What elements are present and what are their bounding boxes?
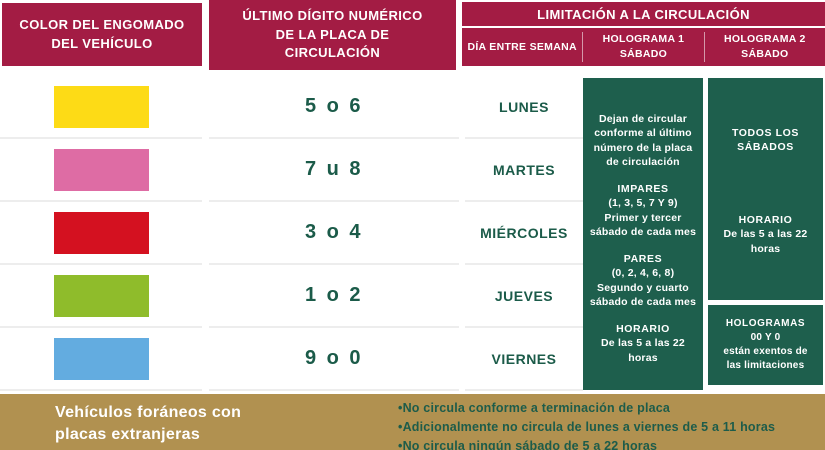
plate-digits: 5 o 6: [304, 95, 364, 117]
subheader-holograma-1: HOLOGRAMA 1 SÁBADO: [582, 32, 703, 62]
holograma-1-intro: Dejan de circular conforme al último núm…: [593, 113, 693, 169]
table-row: 1 o 2 JUEVES: [0, 265, 583, 328]
weekday-label: MARTES: [492, 161, 556, 178]
holograma-2-saturdays-panel: TODOS LOS SÁBADOS HORARIO De las 5 a las…: [708, 78, 823, 300]
impares-detail: Primer y tercer sábado de cada mes: [589, 211, 697, 239]
plate-digits: 7 u 8: [304, 158, 364, 180]
color-swatch: [53, 274, 149, 317]
foreign-vehicles-rules: •No circula conforme a terminación de pl…: [398, 399, 775, 450]
holograma-2-exempt-panel: HOLOGRAMAS 00 Y 0 están exentos de las l…: [708, 305, 823, 385]
horario-title: HORARIO: [616, 322, 670, 335]
foreign-vehicles-rule: •Adicionalmente no circula de lunes a vi…: [398, 419, 776, 434]
color-swatch: [53, 85, 149, 128]
weekday-label: LUNES: [499, 98, 549, 115]
color-swatch: [53, 337, 149, 380]
header-limitacion-circulacion: LIMITACIÓN A LA CIRCULACIÓN: [462, 2, 825, 26]
plate-digits: 1 o 2: [304, 284, 364, 306]
header-color-engomado: COLOR DEL ENGOMADO DEL VEHÍCULO: [2, 3, 202, 66]
exempt-detail: están exentos de las limitaciones: [723, 346, 808, 371]
foreign-vehicles-rule: •No circula conforme a terminación de pl…: [398, 401, 671, 415]
foreign-vehicles-rule: •No circula ningún sábado de 5 a 22 hora…: [398, 438, 658, 450]
table-row: 7 u 8 MARTES: [0, 139, 583, 202]
table-row: 9 o 0 VIERNES: [0, 328, 583, 391]
table-row: 5 o 6 LUNES: [0, 76, 583, 139]
foreign-vehicles-title: Vehículos foráneos con placas extranjera…: [55, 404, 242, 444]
exempt-values-label: 00 Y 0: [750, 332, 781, 344]
plate-digits: 9 o 0: [304, 347, 364, 369]
color-swatch: [53, 148, 149, 191]
subheader-dia-entre-semana: DÍA ENTRE SEMANA: [467, 40, 577, 53]
horario-detail: De las 5 a las 22 horas: [601, 337, 685, 364]
exempt-hologramas-label: HOLOGRAMAS: [725, 318, 806, 330]
color-swatch: [53, 211, 149, 254]
pares-title: PARES: [623, 252, 663, 265]
impares-digits: (1, 3, 5, 7 Y 9): [608, 197, 678, 210]
weekday-label: JUEVES: [494, 287, 554, 304]
subheader-row: DÍA ENTRE SEMANA HOLOGRAMA 1 SÁBADO HOLO…: [462, 28, 825, 66]
todos-los-sabados-label: TODOS LOS SÁBADOS: [731, 127, 800, 154]
pares-digits: (0, 2, 4, 6, 8): [611, 267, 675, 280]
plate-digits: 3 o 4: [304, 221, 364, 243]
pares-detail: Segundo y cuarto sábado de cada mes: [589, 281, 697, 309]
weekday-label: VIERNES: [491, 350, 557, 367]
subheader-holograma-2: HOLOGRAMA 2 SÁBADO: [703, 32, 825, 62]
impares-title: IMPARES: [617, 182, 669, 195]
weekday-label: MIÉRCOLES: [480, 224, 568, 241]
holograma-1-panel: Dejan de circular conforme al último núm…: [583, 78, 703, 390]
horario-title: HORARIO: [738, 213, 793, 226]
horario-detail: De las 5 a las 22 horas: [723, 228, 808, 255]
header-ultimo-digito: ÚLTIMO DÍGITO NUMÉRICO DE LA PLACA DE CI…: [209, 0, 456, 70]
table-row: 3 o 4 MIÉRCOLES: [0, 202, 583, 265]
foreign-vehicles-bar: Vehículos foráneos con placas extranjera…: [0, 394, 825, 450]
restriction-rows: 5 o 6 LUNES 7 u 8 MARTES 3 o 4 MIÉRCOLES…: [0, 76, 583, 391]
